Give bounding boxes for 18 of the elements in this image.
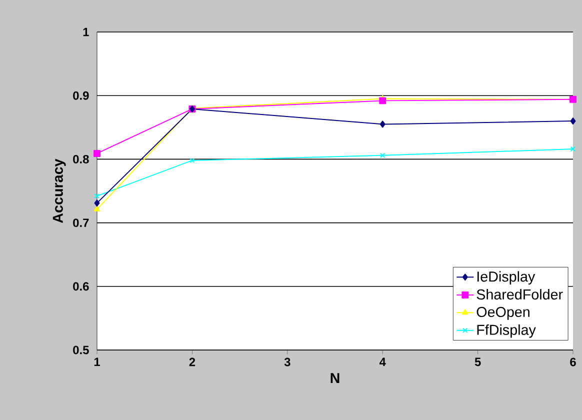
y-tick-label: 0.7 bbox=[73, 218, 89, 228]
y-axis-title: Accuracy bbox=[52, 158, 66, 223]
x-tick-label: 6 bbox=[570, 358, 576, 366]
y-tick-label: 1 bbox=[83, 28, 89, 36]
legend-label: IeDisplay bbox=[477, 271, 536, 285]
legend-label: OeOpen bbox=[476, 306, 530, 320]
x-tick-label: 1 bbox=[94, 358, 100, 366]
x-tick-label: 2 bbox=[189, 358, 196, 366]
x-axis-title: N bbox=[330, 373, 340, 383]
y-tick-label: 0.8 bbox=[73, 154, 89, 164]
legend-label: SharedFolder bbox=[476, 289, 563, 300]
x-tick-label: 5 bbox=[474, 358, 481, 366]
x-tick-label: 4 bbox=[379, 358, 386, 366]
y-tick-label: 0.5 bbox=[73, 346, 89, 354]
x-tick-label: 3 bbox=[284, 358, 290, 366]
y-tick-label: 0.6 bbox=[73, 282, 89, 291]
y-tick-label: 0.9 bbox=[73, 91, 89, 100]
legend-label: FfDisplay bbox=[477, 324, 536, 338]
